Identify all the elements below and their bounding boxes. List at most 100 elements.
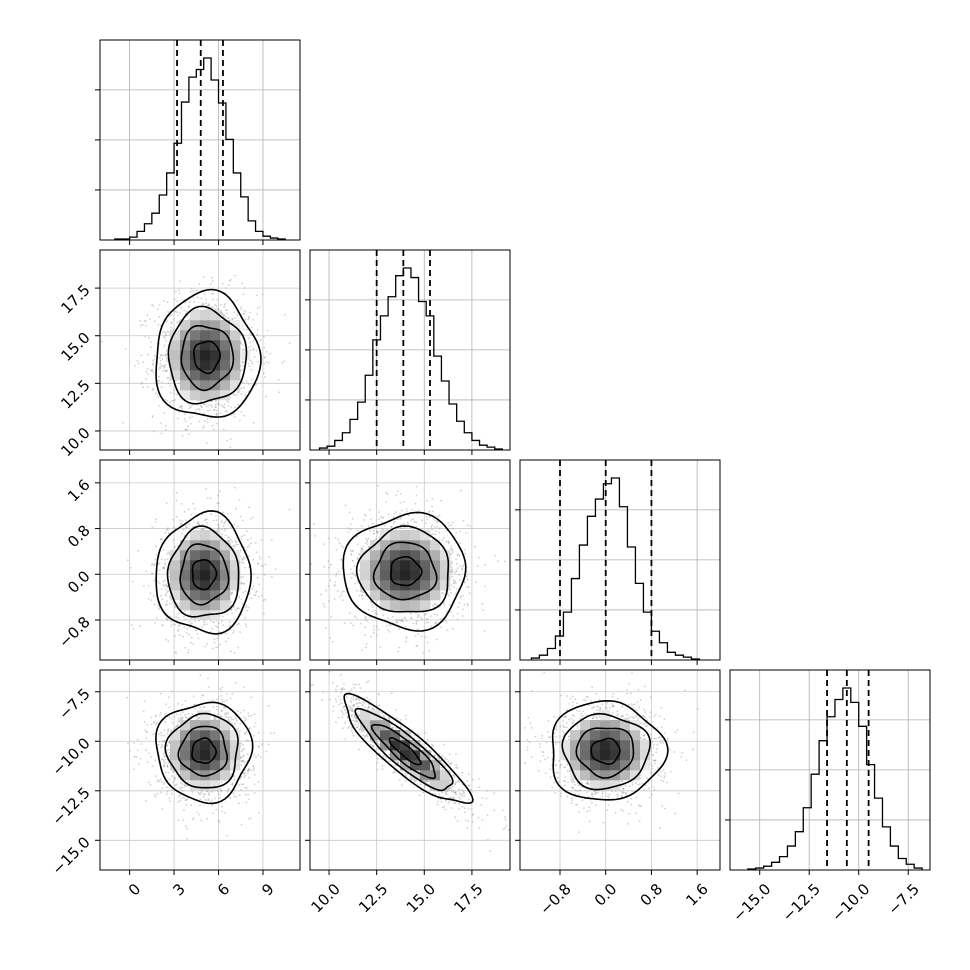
sample-point [234, 406, 237, 409]
density-bin [170, 590, 181, 601]
sample-point [434, 533, 437, 536]
sample-point [126, 559, 129, 562]
sample-point [303, 597, 305, 599]
sample-point [258, 556, 261, 558]
sample-point [180, 503, 183, 505]
sample-point [151, 416, 154, 419]
sample-point [192, 817, 195, 819]
sample-point [168, 800, 171, 803]
sample-point [358, 594, 361, 597]
sample-point [151, 572, 154, 575]
density-bin [430, 560, 441, 571]
sample-point [404, 617, 406, 619]
sample-point [277, 378, 280, 381]
sample-point [457, 606, 460, 608]
sample-point [171, 313, 173, 316]
density-bin [400, 590, 411, 601]
sample-point [432, 533, 434, 536]
sample-point [213, 717, 216, 720]
sample-point [165, 584, 168, 587]
sample-point [225, 410, 228, 413]
sample-point [153, 579, 156, 582]
sample-point [191, 526, 194, 528]
sample-point [242, 309, 245, 312]
sample-point [151, 562, 154, 565]
sample-point [373, 631, 375, 634]
sample-point [227, 405, 230, 407]
sample-point [160, 558, 163, 561]
sample-point [438, 606, 441, 608]
sample-point [219, 643, 221, 646]
sample-point [468, 524, 471, 527]
sample-point [230, 608, 233, 611]
histogram-panel-2 [515, 459, 721, 665]
sample-point [468, 592, 471, 595]
sample-point [240, 582, 243, 585]
sample-point [417, 616, 419, 619]
sample-point [466, 524, 469, 526]
sample-point [265, 395, 267, 398]
density-bin [420, 570, 431, 581]
sample-point [208, 404, 211, 407]
sample-point [229, 624, 232, 627]
sample-point [154, 521, 157, 523]
sample-point [248, 817, 250, 820]
sample-point [357, 553, 360, 555]
sample-point [165, 357, 168, 360]
density-bin [180, 580, 191, 591]
sample-point [200, 297, 203, 300]
sample-point [212, 621, 215, 624]
sample-point [218, 308, 220, 311]
sample-point [340, 594, 343, 596]
sample-point [243, 534, 246, 536]
sample-point [455, 531, 458, 534]
sample-point [211, 647, 214, 650]
sample-point [164, 364, 167, 366]
sample-point [242, 556, 245, 558]
sample-point [410, 612, 412, 615]
sample-point [182, 819, 185, 821]
sample-point [231, 722, 233, 725]
sample-point [184, 785, 187, 788]
sample-point [165, 584, 167, 586]
sample-point [503, 560, 506, 563]
sample-point [214, 403, 217, 406]
sample-point [355, 616, 358, 619]
sample-point [144, 320, 147, 322]
density-bin [410, 590, 421, 601]
sample-point [447, 542, 450, 544]
sample-point [329, 636, 332, 639]
sample-point [361, 649, 363, 652]
density-bin [210, 320, 221, 331]
sample-point [430, 533, 433, 536]
sample-point [222, 406, 225, 408]
sample-point [225, 309, 228, 312]
density-contour [155, 510, 252, 635]
sample-point [176, 314, 179, 317]
sample-point [243, 287, 246, 289]
sample-point [163, 734, 166, 737]
density-bin [210, 350, 221, 361]
sample-point [240, 582, 243, 585]
sample-point [176, 417, 179, 420]
sample-point [168, 777, 171, 780]
density-bin [220, 330, 231, 341]
sample-point [243, 772, 246, 775]
sample-point [403, 617, 406, 619]
sample-point [399, 517, 402, 520]
sample-point [283, 313, 286, 316]
sample-point [483, 585, 486, 588]
sample-point [210, 619, 213, 622]
sample-point [400, 620, 402, 622]
sample-point [373, 628, 376, 631]
sample-point [170, 322, 173, 325]
sample-point [250, 597, 253, 600]
sample-point [432, 510, 434, 513]
sample-point [386, 493, 389, 495]
sample-point [413, 520, 416, 523]
sample-point [450, 610, 453, 613]
sample-point [417, 633, 420, 635]
sample-point [253, 767, 255, 770]
sample-point [231, 592, 234, 594]
sample-point [227, 401, 230, 403]
